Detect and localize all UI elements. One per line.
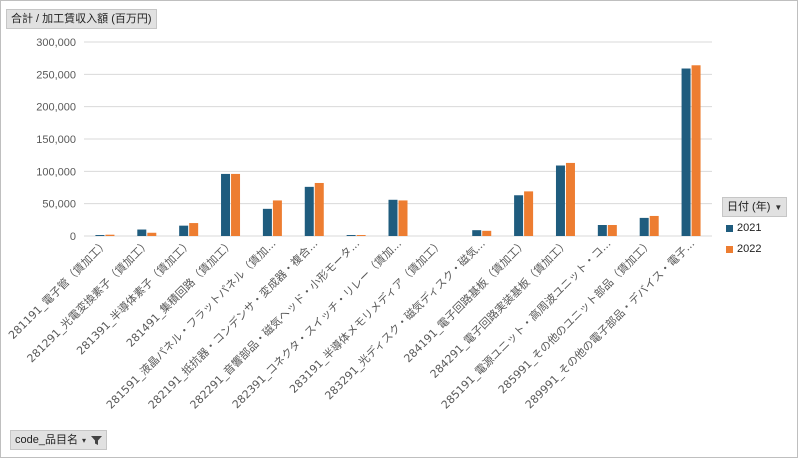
dropdown-arrow-icon: ▼ [774, 203, 783, 212]
bar-2022-3[interactable] [231, 173, 241, 236]
legend-field-button[interactable]: 日付 (年) ▼ [722, 197, 788, 217]
bar-2022-11[interactable] [565, 162, 575, 236]
legend-label-2021: 2021 [737, 222, 762, 234]
legend-field-label: 日付 (年) [727, 201, 771, 213]
bar-2021-11[interactable] [555, 165, 565, 236]
bar-2022-10[interactable] [524, 191, 534, 236]
bar-2022-7[interactable] [398, 200, 408, 236]
y-tick-label: 300,000 [36, 37, 76, 49]
y-tick-label: 150,000 [36, 134, 76, 146]
y-tick-label: 100,000 [36, 166, 76, 178]
bar-2022-12[interactable] [607, 225, 617, 236]
filter-funnel-icon [91, 435, 103, 445]
bar-2021-3[interactable] [221, 173, 231, 236]
bar-2022-13[interactable] [649, 215, 659, 236]
bar-2022-0[interactable] [105, 234, 115, 236]
bar-2021-12[interactable] [597, 225, 607, 236]
bar-2022-14[interactable] [691, 65, 701, 236]
legend-entry-2021[interactable]: 2021 [726, 222, 761, 234]
bar-2021-6[interactable] [346, 235, 356, 236]
bar-2021-14[interactable] [681, 68, 691, 236]
bar-2022-9[interactable] [482, 230, 492, 236]
legend-entry-2022[interactable]: 2022 [726, 243, 761, 255]
bar-2022-4[interactable] [272, 200, 282, 236]
value-field-button[interactable]: 合計 / 加工賃収入額 (百万円) [6, 9, 157, 29]
bar-2022-1[interactable] [147, 232, 157, 236]
bar-2021-10[interactable] [514, 195, 524, 236]
x-tick-label: 285991_その他のユニット部品（賃加工） [495, 236, 655, 396]
bar-2021-2[interactable] [179, 225, 189, 236]
y-tick-label: 250,000 [36, 69, 76, 81]
bar-2022-2[interactable] [189, 223, 199, 236]
y-tick-label: 0 [70, 231, 76, 243]
bar-2021-7[interactable] [388, 199, 398, 236]
y-tick-label: 200,000 [36, 102, 76, 114]
bar-2021-5[interactable] [304, 186, 314, 236]
bar-2021-9[interactable] [472, 230, 482, 236]
bar-2022-5[interactable] [314, 182, 324, 236]
bar-2021-4[interactable] [262, 208, 272, 236]
bar-2022-6[interactable] [356, 235, 366, 236]
legend-swatch-2021 [726, 224, 733, 232]
legend-label-2022: 2022 [737, 243, 762, 255]
axis-field-label: code_品目名 [15, 434, 78, 446]
legend-swatch-2022 [726, 245, 733, 253]
bar-2021-1[interactable] [137, 229, 147, 236]
x-tick-label: 283191_半導体メモリメディア（賃加工） [286, 236, 446, 396]
dropdown-arrow-icon: ▾ [81, 436, 86, 445]
y-tick-label: 50,000 [42, 199, 76, 211]
bar-2021-13[interactable] [639, 217, 649, 236]
value-field-label: 合計 / 加工賃収入額 (百万円) [11, 13, 152, 25]
axis-field-button[interactable]: code_品目名 ▾ [10, 430, 108, 450]
bar-2021-0[interactable] [95, 235, 105, 236]
